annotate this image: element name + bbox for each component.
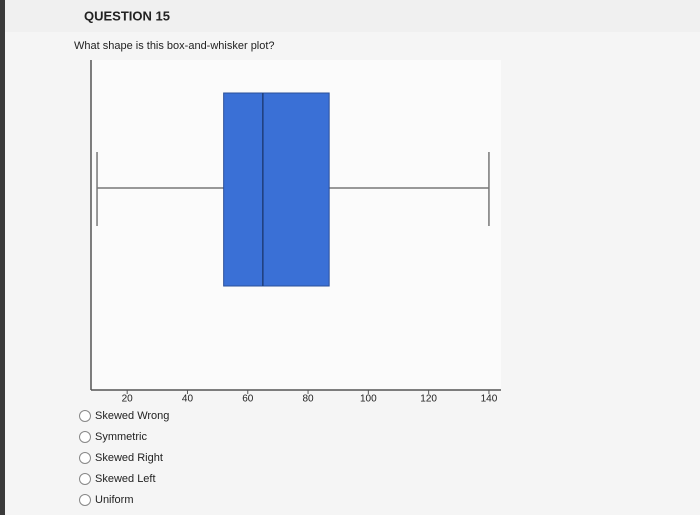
left-edge [0,0,5,515]
x-tick-label: 20 [122,394,134,405]
option-label[interactable]: Uniform [95,494,134,506]
x-tick-label: 140 [481,394,498,405]
x-tick-label: 100 [360,394,377,405]
x-tick-label: 80 [302,394,314,405]
x-tick-label: 120 [420,394,437,405]
radio-button[interactable] [79,494,91,506]
option-label[interactable]: Symmetric [95,431,147,443]
radio-button[interactable] [79,452,91,464]
question-text: What shape is this box-and-whisker plot? [74,40,275,52]
radio-button[interactable] [79,410,91,422]
x-tick-label: 40 [182,394,194,405]
header-band [5,0,700,32]
x-tick-label: 60 [242,394,254,405]
radio-button[interactable] [79,473,91,485]
option-label[interactable]: Skewed Wrong [95,410,169,422]
box [223,92,330,287]
radio-button[interactable] [79,431,91,443]
option-label[interactable]: Skewed Right [95,452,163,464]
question-number: QUESTION 15 [84,8,170,23]
option-label[interactable]: Skewed Left [95,473,156,485]
